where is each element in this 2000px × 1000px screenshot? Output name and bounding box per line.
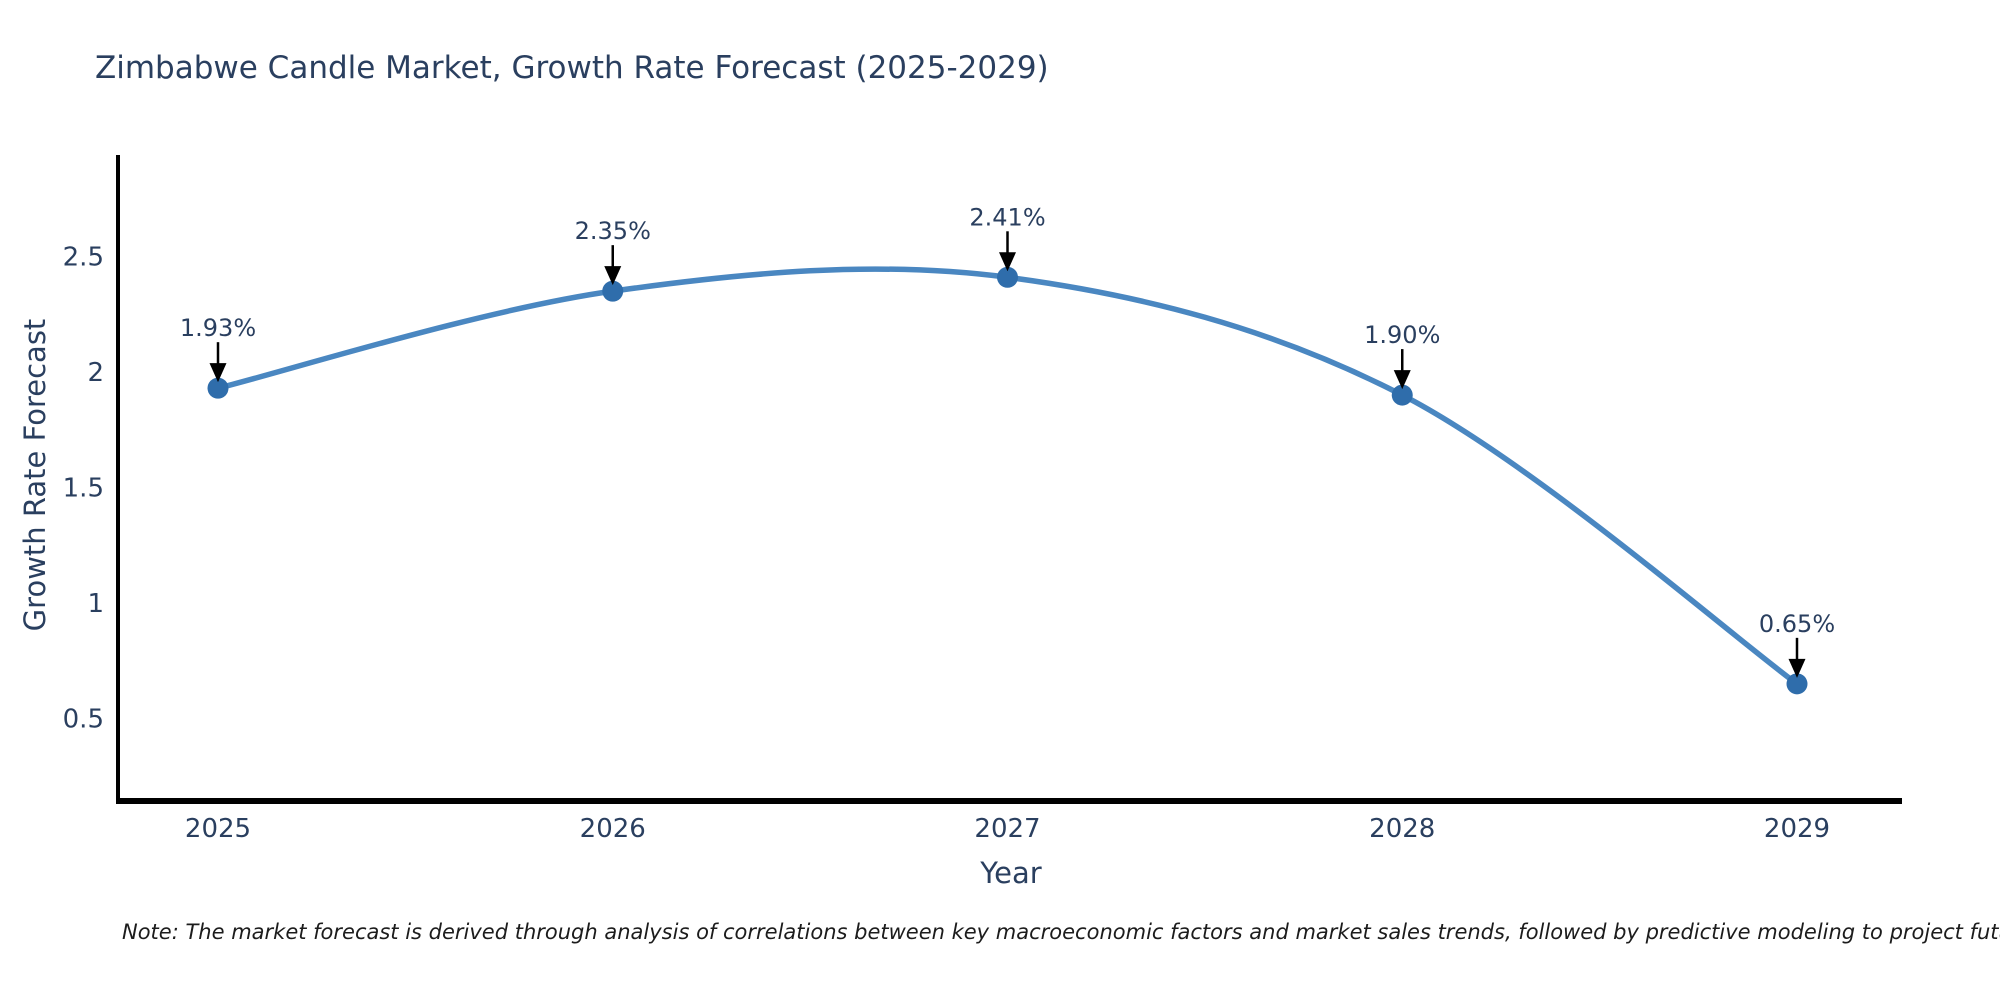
x-tick-label: 2029 — [1764, 814, 1830, 844]
x-tick-label: 2025 — [185, 814, 251, 844]
y-tick-label: 0.5 — [63, 705, 104, 735]
annotation-arrowhead-icon — [999, 252, 1016, 272]
annotation-arrowhead-icon — [604, 266, 622, 286]
x-tick-label: 2028 — [1369, 814, 1435, 844]
annotation-arrowhead-icon — [209, 363, 227, 383]
y-tick-label: 1.5 — [63, 474, 104, 504]
annotation-arrowhead-icon — [1393, 370, 1411, 390]
y-tick-label: 2.5 — [63, 243, 104, 273]
annotation-label: 2.41% — [969, 203, 1045, 231]
series-line — [215, 266, 1800, 687]
annotation-label: 1.90% — [1364, 321, 1440, 349]
chart-title: Zimbabwe Candle Market, Growth Rate Fore… — [95, 50, 1049, 86]
data-point-marker — [1786, 673, 1808, 695]
footnote: Note: The market forecast is derived thr… — [122, 920, 2000, 944]
x-axis-title: Year — [980, 856, 1042, 890]
annotation-arrowhead-icon — [1788, 658, 1806, 678]
annotation-label: 0.65% — [1759, 610, 1835, 638]
data-point-marker — [602, 280, 624, 302]
data-point-marker — [1391, 384, 1413, 406]
x-tick-label: 2027 — [974, 814, 1040, 844]
data-point-marker — [997, 266, 1018, 288]
y-tick-label: 1 — [87, 589, 104, 619]
x-tick-label: 2026 — [580, 814, 646, 844]
y-tick-label: 2 — [87, 358, 104, 388]
data-point-marker — [207, 377, 229, 399]
annotation-label: 1.93% — [180, 314, 256, 342]
annotation-label: 2.35% — [575, 217, 651, 245]
